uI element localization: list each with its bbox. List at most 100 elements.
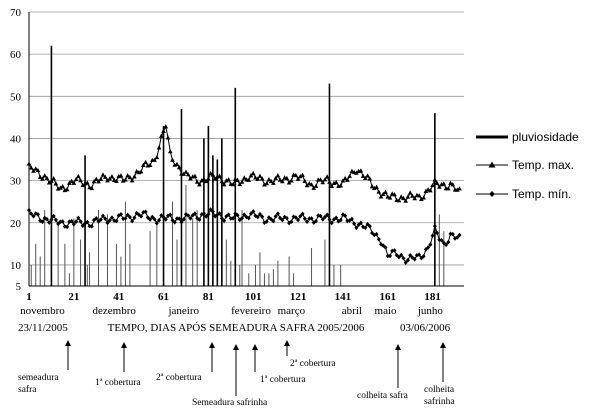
temp-min-point (457, 232, 462, 238)
temp-min-point (105, 220, 110, 226)
temp-max-point (237, 181, 243, 187)
temp-max-point (84, 180, 90, 185)
start-date-label: 23/11/2005 (18, 322, 68, 334)
legend-label: Temp. max. (512, 158, 574, 172)
temp-max-point (71, 180, 77, 185)
temp-min-point (385, 253, 390, 259)
temp-max-point (147, 162, 153, 168)
temp-min-point (305, 219, 310, 224)
event-arrow-head (65, 340, 71, 346)
event-arrow-head (209, 342, 215, 348)
temp-max-point (322, 177, 328, 182)
temp-max-point (345, 177, 350, 182)
temp-max-point (403, 198, 409, 203)
temp-max-point (35, 167, 41, 173)
temp-max-point (349, 168, 355, 173)
y-tick-label: 40 (10, 133, 22, 145)
temp-min-point (367, 223, 372, 229)
x-tick-label: 161 (380, 291, 397, 303)
temp-max-point (380, 191, 386, 196)
temp-max-point (338, 183, 343, 188)
temp-min-point (325, 212, 330, 218)
temp-min-point (130, 218, 135, 224)
temp-min-point (74, 219, 79, 224)
temp-min-point (421, 253, 426, 259)
temp-min-point (83, 221, 88, 226)
temp-max-point (407, 190, 413, 195)
temp-min-point (291, 214, 296, 219)
temp-min-point (150, 214, 155, 220)
temp-min-point (446, 239, 451, 245)
temp-max-point (100, 172, 106, 177)
temp-max-point (250, 170, 256, 176)
temp-min-point (401, 255, 406, 261)
temp-min-point (222, 218, 227, 224)
temp-min-point (307, 216, 312, 221)
temp-min-point (444, 242, 449, 248)
temp-max-point (143, 159, 148, 165)
temp-min-point (314, 218, 319, 224)
temp-max-point (262, 182, 267, 187)
temp-min-point (298, 213, 303, 219)
temp-max-point (387, 195, 393, 200)
temp-min-point (161, 214, 166, 220)
y-tick-label: 20 (10, 218, 22, 230)
temp-min-point (76, 215, 81, 221)
temp-min-point (172, 219, 177, 225)
temp-max-point (280, 178, 285, 184)
temp-max-point (372, 185, 377, 191)
temp-max-point (365, 173, 370, 178)
temp-min-point (118, 211, 123, 217)
temp-min-point (280, 217, 285, 223)
temp-min-point (248, 211, 253, 216)
temp-min-point (206, 212, 211, 217)
temp-min-point (98, 217, 103, 222)
temp-max-point (378, 194, 384, 199)
temp-min-point (58, 219, 63, 225)
event-arrow-head (440, 342, 446, 348)
temp-min-point (376, 236, 381, 242)
temp-min-point (266, 215, 271, 220)
temp-max-point (210, 172, 216, 177)
temp-max-point (197, 182, 202, 187)
temp-min-point (78, 219, 83, 224)
temp-max-point (454, 187, 460, 192)
temp-min-point (354, 225, 359, 231)
temp-min-point (53, 217, 58, 223)
temp-max-point (376, 189, 382, 194)
temp-max-point (185, 171, 191, 177)
temp-max-point (158, 133, 164, 138)
temp-max-point (141, 162, 146, 167)
month-labels: novembro dezembro janeiro fevereiro março abr… (20, 305, 443, 317)
temp-min-point (392, 248, 397, 253)
temp-max-point (76, 173, 81, 179)
temp-min-point (293, 215, 298, 220)
temp-max-point (289, 178, 294, 183)
temp-min-point (437, 237, 442, 243)
temp-max-point (300, 172, 305, 177)
temp-max-point (257, 173, 263, 178)
event-label: Semeadura safrinha (192, 397, 268, 408)
temp-max-point (203, 178, 209, 184)
temp-min-point (112, 218, 117, 223)
temp-max-point (239, 179, 245, 184)
temp-min-point (383, 245, 388, 250)
temp-min-point (275, 211, 280, 216)
axes (28, 12, 464, 287)
temp-max-point (410, 193, 415, 198)
temp-max-point (275, 173, 281, 178)
temp-max-point (91, 178, 97, 184)
temp-max-point (174, 161, 180, 166)
temp-max-point (226, 177, 231, 182)
temp-min-point (338, 217, 343, 223)
temp-max-point (42, 173, 47, 178)
temp-min-point (170, 218, 175, 223)
end-date-label: 03/06/2006 (400, 322, 451, 334)
temp-max-point (230, 182, 236, 187)
temp-min-point (430, 233, 435, 238)
temp-max-point (156, 145, 162, 150)
temp-min-point (38, 218, 43, 223)
temp-min-point (139, 214, 144, 219)
x-tick-label: 1 (26, 291, 32, 303)
temp-min-point (89, 224, 94, 229)
